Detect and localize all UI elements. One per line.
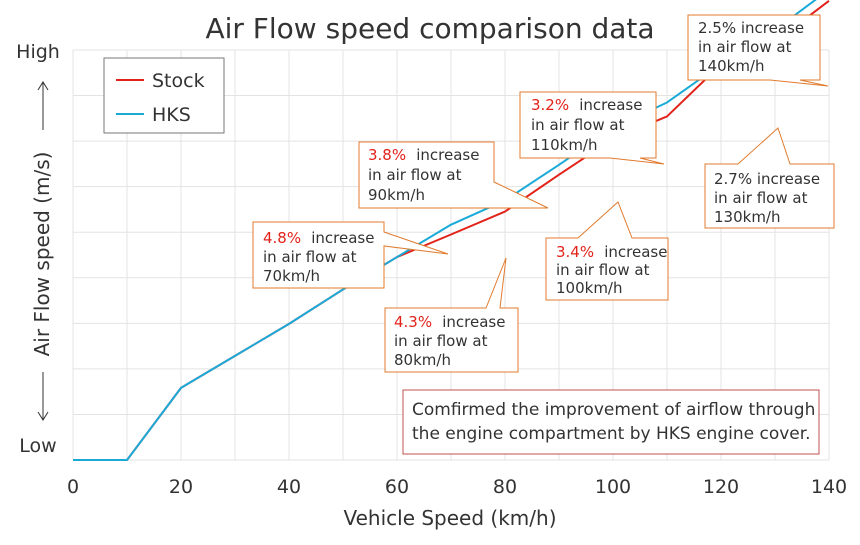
callout-130-line2: in air flow at [714, 189, 808, 207]
callout-90-line1: 3.8% increase [368, 145, 479, 164]
legend: Stock HKS [103, 57, 225, 134]
callout-140-line1-percent: 2.5% [698, 19, 736, 37]
annotations: 2.5% increase in air flow at 140km/h 3.2… [252, 14, 835, 373]
callout-130: 2.7% increase in air flow at 130km/h [704, 127, 835, 229]
callout-70-line2: in air flow at [263, 248, 357, 266]
y-axis-title: Air Flow speed (m/s) [30, 81, 54, 421]
callout-80: 4.3% increase in air flow at 80km/h [384, 257, 519, 373]
x-tick-label: 140 [811, 476, 847, 498]
note-line2: the engine compartment by HKS engine cov… [412, 424, 811, 444]
callout-70: 4.8% increase in air flow at 70km/h [252, 221, 449, 289]
callout-130-line1: 2.7% increase [714, 170, 820, 188]
x-axis-label: Vehicle Speed (km/h) [343, 506, 556, 530]
callout-100-box [545, 201, 669, 301]
callout-130-line1-rest: increase [752, 170, 820, 188]
callout-90-highlight: 3.8% [368, 146, 406, 164]
callout-110-text1: increase [579, 96, 642, 114]
x-tick-label: 60 [385, 476, 409, 498]
legend-hks-label: HKS [152, 104, 191, 126]
callout-100: 3.4% increase in air flow at 100km/h [545, 201, 669, 301]
callout-70-highlight: 4.8% [263, 229, 301, 247]
note-box [402, 389, 820, 455]
callout-70-line1: 4.8% increase [263, 228, 374, 247]
callout-130-line3: 130km/h [714, 208, 781, 226]
y-high-label: High [16, 41, 60, 63]
x-ticks: 0 20 40 60 80 100 120 140 [67, 476, 847, 498]
callout-80-line1: 4.3% increase [394, 312, 505, 331]
callout-110-box [519, 91, 665, 165]
callout-100-highlight: 3.4% [556, 243, 594, 261]
callout-80-line3: 80km/h [394, 351, 451, 369]
legend-stock-label: Stock [152, 70, 205, 92]
y-low-label: Low [19, 435, 56, 457]
callout-130-box [704, 127, 835, 229]
callout-80-text1: increase [442, 313, 505, 331]
legend-box [103, 57, 225, 134]
callout-140-line2: in air flow at [698, 38, 792, 56]
callout-140-line1: 2.5% increase [698, 19, 804, 37]
callout-90: 3.8% increase in air flow at 90km/h [358, 141, 549, 209]
note: Comfirmed the improvement of airflow thr… [402, 389, 820, 455]
callout-130-line1-percent: 2.7% [714, 170, 752, 188]
callout-140-box [687, 14, 829, 87]
callout-110-line3: 110km/h [531, 136, 598, 154]
y-arrow-up-icon [37, 81, 49, 91]
y-axis-label: Air Flow speed (m/s) [30, 152, 54, 357]
x-tick-label: 80 [493, 476, 517, 498]
callout-110-line2: in air flow at [531, 116, 625, 134]
callout-90-text1: increase [416, 146, 479, 164]
x-tick-label: 120 [703, 476, 739, 498]
callout-80-highlight: 4.3% [394, 313, 432, 331]
callout-70-line3: 70km/h [263, 267, 320, 285]
callout-90-box [358, 141, 549, 209]
callout-80-line2: in air flow at [394, 332, 488, 350]
callout-90-line3: 90km/h [368, 186, 425, 204]
callout-70-box [252, 221, 449, 289]
chart-title: Air Flow speed comparison data [205, 12, 654, 45]
x-tick-label: 20 [169, 476, 193, 498]
callout-110: 3.2% increase in air flow at 110km/h [519, 91, 665, 165]
callout-100-line1: 3.4% increase [556, 242, 667, 261]
x-tick-label: 40 [277, 476, 301, 498]
callout-100-line2: in air flow at [556, 261, 650, 279]
x-tick-label: 100 [595, 476, 631, 498]
callout-100-text1: increase [604, 243, 667, 261]
callout-90-line2: in air flow at [368, 166, 462, 184]
note-line1: Comfirmed the improvement of airflow thr… [412, 400, 815, 420]
callout-110-line1: 3.2% increase [531, 95, 642, 114]
x-tick-label: 0 [67, 476, 79, 498]
callout-140-line3: 140km/h [698, 57, 765, 75]
callout-140: 2.5% increase in air flow at 140km/h [687, 14, 829, 87]
callout-110-highlight: 3.2% [531, 96, 569, 114]
callout-100-line3: 100km/h [556, 279, 623, 297]
y-arrow-down-icon [37, 411, 49, 421]
callout-70-text1: increase [311, 229, 374, 247]
callout-140-line1-rest: increase [736, 19, 804, 37]
callout-80-box [384, 257, 519, 373]
